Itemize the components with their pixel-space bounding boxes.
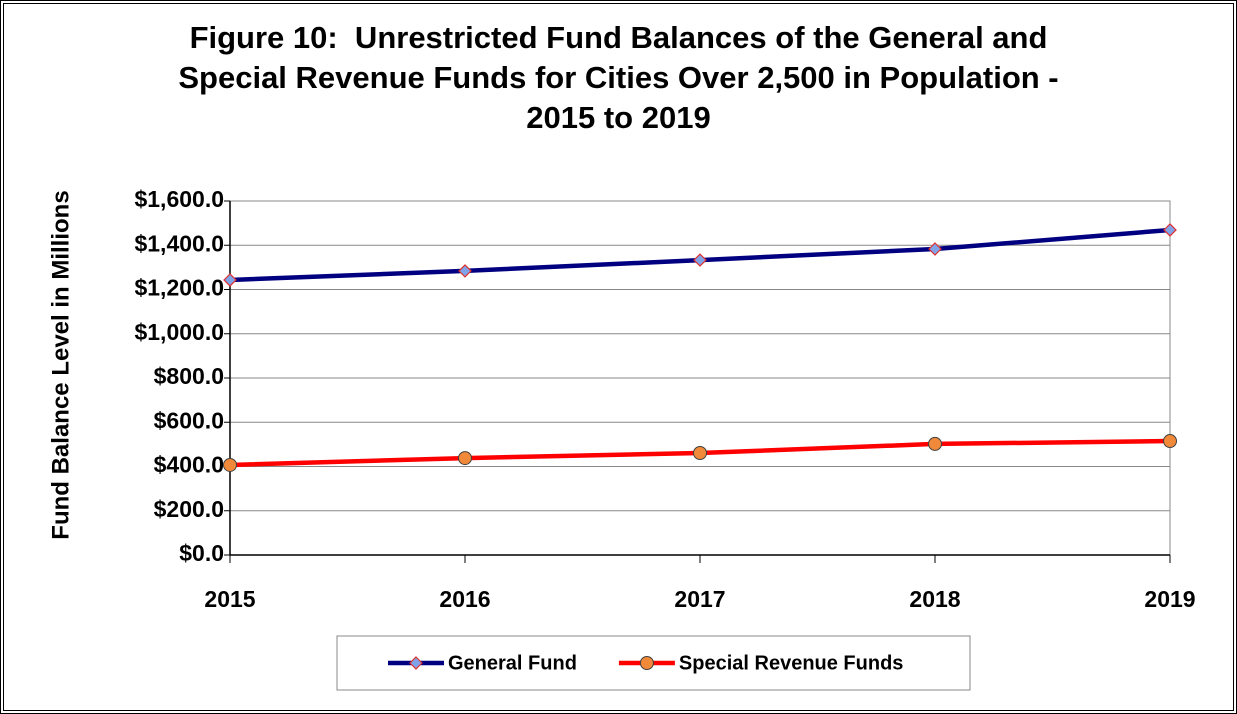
data-point [1163,223,1177,237]
y-tick-label: $600.0 [154,407,224,433]
x-tick-label: 2015 [204,586,255,612]
legend-label: Special Revenue Funds [679,652,904,674]
x-tick-label: 2018 [909,586,960,612]
y-axis-label: Fund Balance Level in Millions [47,190,74,539]
y-tick-label: $1,600.0 [134,186,224,212]
y-tick-label: $800.0 [154,363,224,389]
data-point [223,457,237,472]
y-tick-label: $1,200.0 [134,275,224,301]
data-point [693,253,707,267]
y-tick-label: $0.0 [179,540,224,566]
x-tick-label: 2019 [1144,586,1195,612]
y-tick-label: $1,400.0 [134,230,224,256]
data-point [928,436,942,451]
y-tick-label: $400.0 [154,452,224,478]
y-tick-label: $1,000.0 [134,319,224,345]
data-point [458,451,472,466]
data-point [693,446,707,461]
x-tick-label: 2016 [439,586,490,612]
legend-marker [639,656,654,670]
x-tick-label: 2017 [674,586,725,612]
data-point [223,273,237,287]
legend-marker [409,656,423,670]
legend-label: General Fund [448,652,577,674]
chart-title: Figure 10: Unrestricted Fund Balances of… [178,20,1059,135]
data-point [1163,434,1177,449]
y-tick-label: $200.0 [154,496,224,522]
data-point [928,242,942,256]
data-point [458,264,472,278]
